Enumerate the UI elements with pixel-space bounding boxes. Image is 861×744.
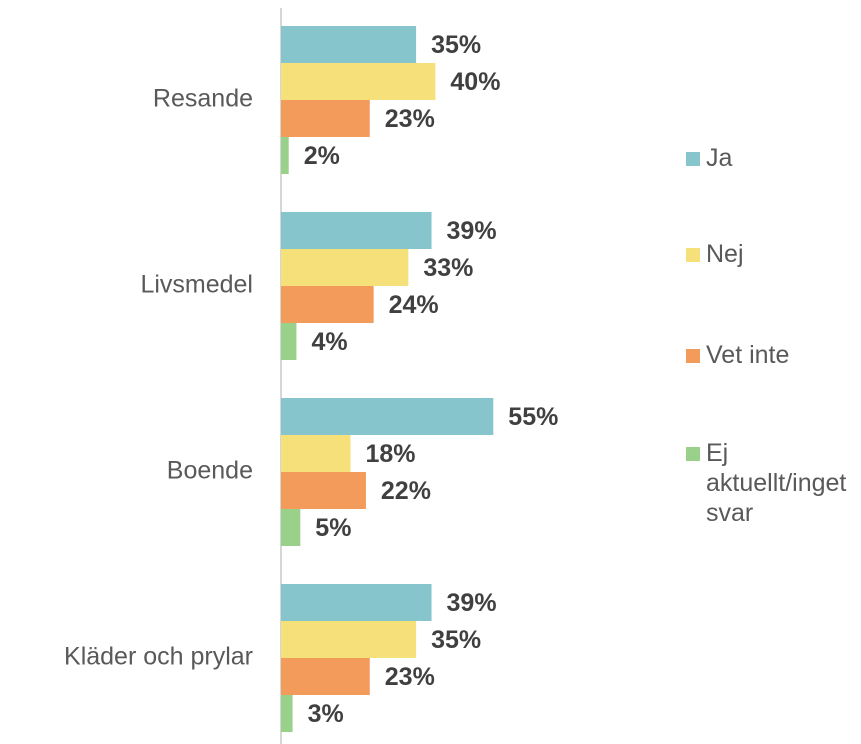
- legend-item: Ej aktuellt/inget svar: [686, 438, 856, 528]
- value-label: 18%: [365, 440, 415, 468]
- legend-swatch: [686, 152, 700, 166]
- value-label: 35%: [431, 31, 481, 59]
- legend-item: Nej: [686, 239, 856, 269]
- bar: [281, 584, 432, 621]
- value-label: 40%: [450, 68, 500, 96]
- value-label: 33%: [423, 254, 473, 282]
- legend-label: Ja: [706, 144, 733, 172]
- legend-item: Ja: [686, 143, 856, 173]
- value-label: 23%: [385, 663, 435, 691]
- value-label: 35%: [431, 626, 481, 654]
- bar: [281, 212, 432, 249]
- legend-label: Ej aktuellt/inget svar: [706, 439, 847, 527]
- legend-swatch: [686, 248, 700, 262]
- bar: [281, 100, 370, 137]
- bar: [281, 398, 494, 435]
- value-label: 23%: [385, 105, 435, 133]
- bar: [281, 249, 409, 286]
- value-label: 5%: [315, 514, 351, 542]
- legend-item: Vet inte: [686, 340, 856, 370]
- legend-swatch: [686, 349, 700, 363]
- bar: [281, 26, 417, 63]
- bar: [281, 137, 289, 174]
- bar: [281, 621, 417, 658]
- value-label: 3%: [308, 700, 344, 728]
- category-label: Kläder och prylar: [64, 643, 253, 671]
- category-label: Livsmedel: [140, 271, 253, 299]
- bar: [281, 435, 351, 472]
- value-label: 24%: [389, 291, 439, 319]
- bar: [281, 286, 374, 323]
- value-label: 4%: [311, 328, 347, 356]
- category-label: Resande: [153, 85, 253, 113]
- bar: [281, 472, 366, 509]
- bar: [281, 658, 370, 695]
- bar: [281, 323, 297, 360]
- value-label: 22%: [381, 477, 431, 505]
- value-label: 39%: [447, 589, 497, 617]
- value-label: 55%: [508, 403, 558, 431]
- category-label: Boende: [167, 457, 253, 485]
- bar: [281, 695, 293, 732]
- legend-label: Nej: [706, 240, 744, 268]
- bar: [281, 63, 436, 100]
- legend-swatch: [686, 447, 700, 461]
- bar: [281, 509, 301, 546]
- value-label: 39%: [447, 217, 497, 245]
- value-label: 2%: [304, 142, 340, 170]
- legend-label: Vet inte: [706, 341, 790, 369]
